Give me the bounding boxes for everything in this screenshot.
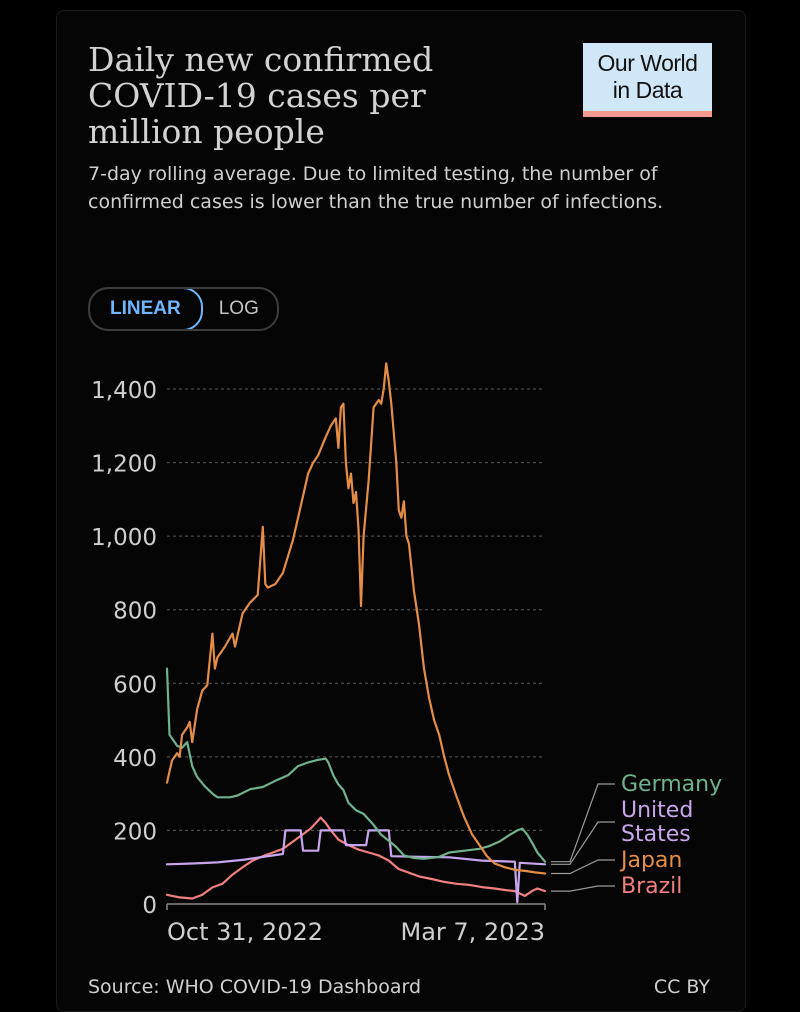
owid-logo[interactable]: Our World in Data [583, 43, 712, 117]
legend-label-united-states[interactable]: States [621, 822, 691, 847]
x-tick-label: Oct 31, 2022 [167, 918, 323, 946]
x-tick-label: Mar 7, 2023 [400, 918, 545, 946]
legend-label-brazil[interactable]: Brazil [621, 874, 682, 899]
legend-label-united-states[interactable]: United [621, 798, 693, 823]
y-tick-label: 600 [113, 672, 157, 698]
y-tick-label: 1,000 [91, 525, 157, 551]
legend-connector [551, 885, 615, 892]
series-line-united-states[interactable] [165, 829, 547, 904]
grid [167, 388, 545, 831]
y-tick-label: 800 [113, 599, 157, 625]
y-tick-label: 200 [113, 819, 157, 845]
series-lines[interactable] [165, 362, 547, 904]
linear-scale-button[interactable]: LINEAR [89, 289, 203, 329]
y-axis: 0 200 400 600 800 1,000 1,200 1,400 [91, 378, 157, 919]
x-axis: Oct 31, 2022 Mar 7, 2023 [166, 903, 546, 946]
source-note[interactable]: Source: WHO COVID-19 Dashboard [88, 976, 422, 998]
y-tick-label: 1,200 [91, 452, 157, 478]
chart-subtitle: 7-day rolling average. Due to limited te… [88, 163, 664, 213]
chart-title: Daily new confirmed COVID-19 cases per m… [88, 40, 434, 151]
chart-card [56, 10, 746, 1012]
y-tick-label: 1,400 [91, 378, 157, 404]
scale-toggle: LINEAR LOG [88, 287, 279, 331]
series-line-brazil[interactable] [165, 816, 547, 900]
legend-connector [551, 821, 615, 865]
logo-line-2: in Data [612, 77, 683, 103]
logo-line-1: Our World [597, 50, 698, 76]
series-line-japan[interactable] [165, 362, 547, 875]
legend-connector [551, 859, 615, 875]
legend-label-japan[interactable]: Japan [619, 848, 682, 873]
y-tick-label: 0 [142, 893, 157, 919]
y-tick-label: 400 [113, 746, 157, 772]
license-label[interactable]: CC BY [653, 976, 710, 998]
legend-label-germany[interactable]: Germany [621, 772, 722, 797]
series-line-germany[interactable] [165, 667, 547, 863]
legend-connector [551, 783, 615, 863]
log-scale-button[interactable]: LOG [201, 289, 277, 329]
